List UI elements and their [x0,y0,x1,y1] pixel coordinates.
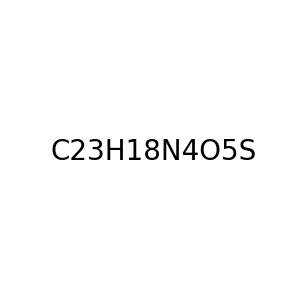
Text: C23H18N4O5S: C23H18N4O5S [51,137,257,166]
